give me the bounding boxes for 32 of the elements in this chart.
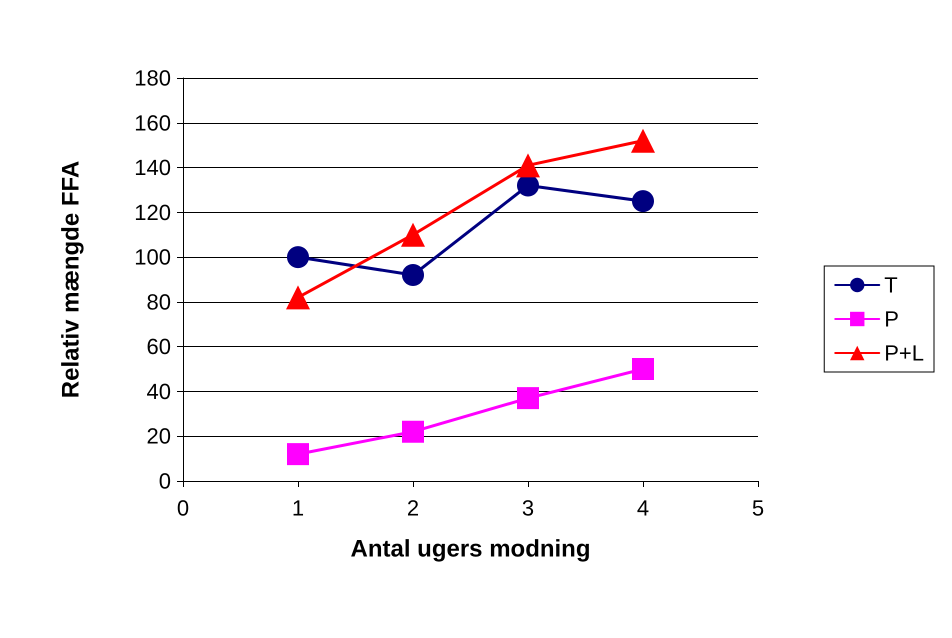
y-tick-label: 80 [146,289,171,314]
x-tick-label: 2 [406,496,420,520]
y-tick-label: 180 [134,66,171,90]
point [632,190,654,212]
legend-label: P [884,306,899,332]
point [402,420,424,443]
legend-label: P+L [884,340,924,366]
x-tick-label: 4 [636,496,650,520]
point [632,358,654,380]
point [517,387,539,410]
y-tick-label: 60 [146,334,171,360]
point [401,222,425,247]
legend-label: T [884,272,898,298]
point [516,153,540,178]
x-axis-title: Antal ugers modning [350,536,590,562]
point [286,285,310,310]
y-tick-label: 20 [146,424,171,449]
y-tick-label: 40 [146,378,171,404]
x-tick-label: 0 [176,496,190,520]
x-tick-label: 5 [752,496,764,520]
x-tick-label: 3 [522,496,534,520]
y-tick-label: 140 [134,155,171,180]
y-tick-label: 120 [134,200,171,225]
y-tick-label: 0 [158,468,171,494]
point [287,443,309,466]
y-tick-label: 160 [134,110,171,136]
point [287,246,309,268]
x-tick-label: 1 [292,496,304,520]
y-tick-label: 100 [134,244,171,270]
point [402,264,424,286]
y-axis-title: Relativ mængde FFA [58,160,84,398]
point [631,128,655,153]
